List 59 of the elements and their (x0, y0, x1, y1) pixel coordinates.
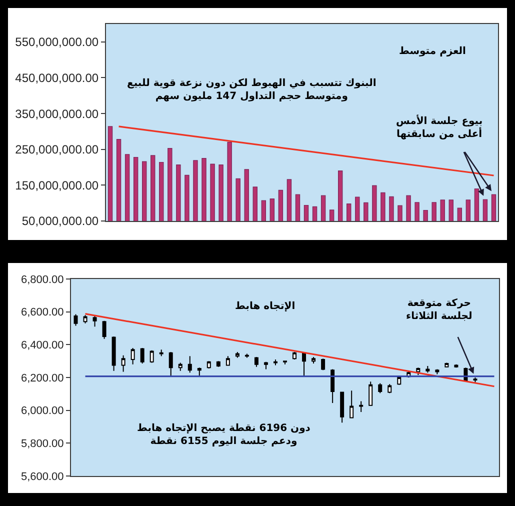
candlestick (102, 320, 106, 340)
annotation: الإتجاه هابط (235, 301, 296, 312)
candlestick (378, 382, 382, 394)
candlestick (368, 381, 373, 406)
candlestick (83, 314, 88, 324)
y-tick-label: 350,000,000.00 (15, 106, 99, 121)
candlestick (302, 352, 306, 376)
annotation: البنوك تتسبب في الهبوط لكن دون نزعة قوية للبيع ومتوسط حجم التداول 147 مليون سهم (127, 78, 376, 102)
candlestick (264, 361, 268, 370)
candlestick (340, 392, 344, 424)
y-tick-label: 6,600.00 (20, 306, 64, 319)
y-tick-label: 550,000,000.00 (15, 35, 99, 50)
y-tick-label: 150,000,000.00 (15, 178, 99, 192)
candlestick (473, 377, 478, 383)
candlestick (388, 384, 392, 394)
candlestick (350, 390, 354, 418)
candlestick (312, 356, 316, 364)
candlestick (330, 368, 335, 404)
candlestick (130, 347, 135, 365)
candlestick (74, 314, 78, 326)
candlestick (168, 352, 173, 376)
candlestick (397, 376, 402, 386)
candlestick (150, 350, 154, 364)
annotation: حركة متوقعة لجلسة الثلاثاء (406, 298, 472, 322)
y-tick-label: 6,400.00 (20, 340, 64, 352)
candlestick (112, 336, 116, 372)
y-tick-label: 6,000.00 (20, 405, 64, 418)
annotation: بيوع جلسة الأمس أعلى من سابقتها (396, 114, 483, 140)
candlestick (283, 360, 287, 365)
candlestick (226, 356, 230, 366)
y-tick-label: 450,000,000.00 (15, 70, 99, 85)
candlestick (92, 315, 97, 328)
candlestick (216, 360, 220, 368)
candlestick (244, 353, 249, 358)
candlestick (140, 347, 144, 364)
y-tick-label: 50,000,000.00 (22, 214, 99, 228)
candlestick (206, 360, 211, 369)
candlestick (254, 356, 258, 368)
candlestick (159, 349, 164, 357)
candlestick (435, 368, 440, 375)
candlestick (273, 358, 278, 366)
candlestick (321, 358, 326, 371)
y-tick-label: 6,800.00 (20, 274, 64, 286)
candlestick (178, 362, 182, 372)
candlestick (426, 366, 430, 374)
candlestick (188, 356, 192, 374)
y-tick-label: 5,600.00 (20, 470, 64, 483)
y-tick-label: 5,800.00 (20, 438, 64, 450)
candlestick (416, 367, 420, 376)
annotation: العزم متوسط (399, 46, 466, 57)
candlestick (454, 364, 458, 368)
y-tick-label: 250,000,000.00 (15, 142, 99, 157)
candlestick (359, 400, 364, 412)
annotation: دون 6196 نقطة يصبح الإتجاه هابط ودعم جلسة اليوم 6155 نقطة (137, 423, 310, 447)
candlestick (235, 352, 240, 358)
candlestick (121, 354, 126, 372)
y-tick-label: 6,200.00 (20, 372, 64, 384)
candlestick (292, 352, 297, 360)
candlestick (197, 367, 202, 378)
